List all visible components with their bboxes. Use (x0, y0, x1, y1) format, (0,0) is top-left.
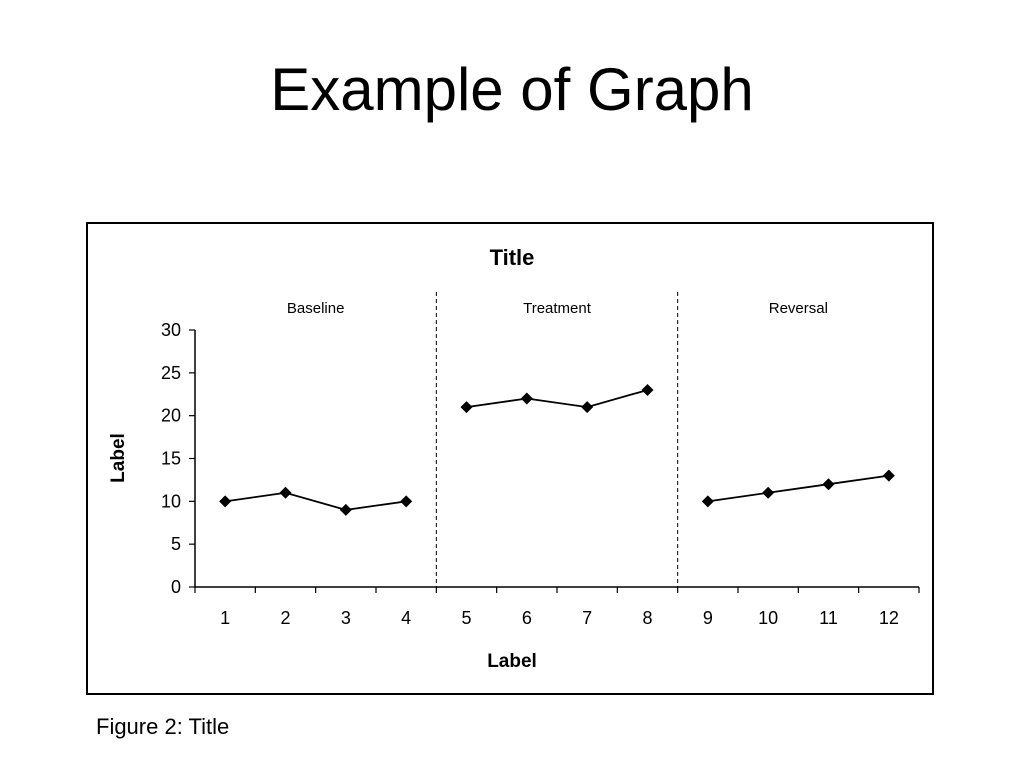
phase-label: Reversal (769, 300, 828, 317)
x-tick-label: 8 (642, 608, 652, 628)
data-point-marker (641, 383, 654, 396)
slide-title: Example of Graph (270, 56, 754, 123)
data-point-marker (581, 401, 594, 414)
x-tick-label: 5 (461, 608, 471, 628)
phase-label: Baseline (287, 300, 345, 317)
y-tick-label: 0 (171, 577, 181, 597)
chart-title: Title (490, 245, 535, 270)
series-line (225, 491, 407, 511)
data-point-marker (701, 495, 714, 508)
y-tick-label: 15 (161, 449, 181, 469)
data-point-marker (460, 401, 473, 414)
x-tick-label: 7 (582, 608, 592, 628)
x-axis-label: Label (487, 651, 537, 672)
y-tick-label: 10 (161, 491, 181, 511)
y-tick-label: 25 (161, 363, 181, 383)
y-tick-label: 5 (171, 534, 181, 554)
series-line (466, 389, 648, 409)
data-point-marker (400, 495, 413, 508)
data-point-marker (882, 469, 895, 482)
x-tick-label: 3 (341, 608, 351, 628)
y-axis-label: Label (108, 433, 129, 483)
data-point-marker (279, 486, 292, 499)
y-tick-label: 30 (161, 320, 181, 340)
x-tick-label: 12 (879, 608, 899, 628)
x-tick-label: 10 (758, 608, 778, 628)
data-point-marker (762, 486, 775, 499)
data-point-marker (219, 495, 232, 508)
x-tick-label: 9 (703, 608, 713, 628)
data-point-marker (520, 392, 533, 405)
phase-label: Treatment (523, 300, 592, 317)
y-tick-label: 20 (161, 406, 181, 426)
figure-caption: Figure 2: Title (96, 714, 230, 739)
data-point-marker (339, 503, 352, 516)
x-tick-label: 2 (280, 608, 290, 628)
x-tick-label: 4 (401, 608, 411, 628)
x-tick-label: 1 (220, 608, 230, 628)
chart-frame: Title Label Label 0 5 10 15 20 25 30 1 2 3 4 5 6 7 8 9 1… (86, 222, 934, 695)
x-tick-label: 11 (819, 608, 838, 628)
x-tick-label: 6 (522, 608, 532, 628)
series-line (707, 474, 889, 503)
data-point-marker (822, 478, 835, 491)
